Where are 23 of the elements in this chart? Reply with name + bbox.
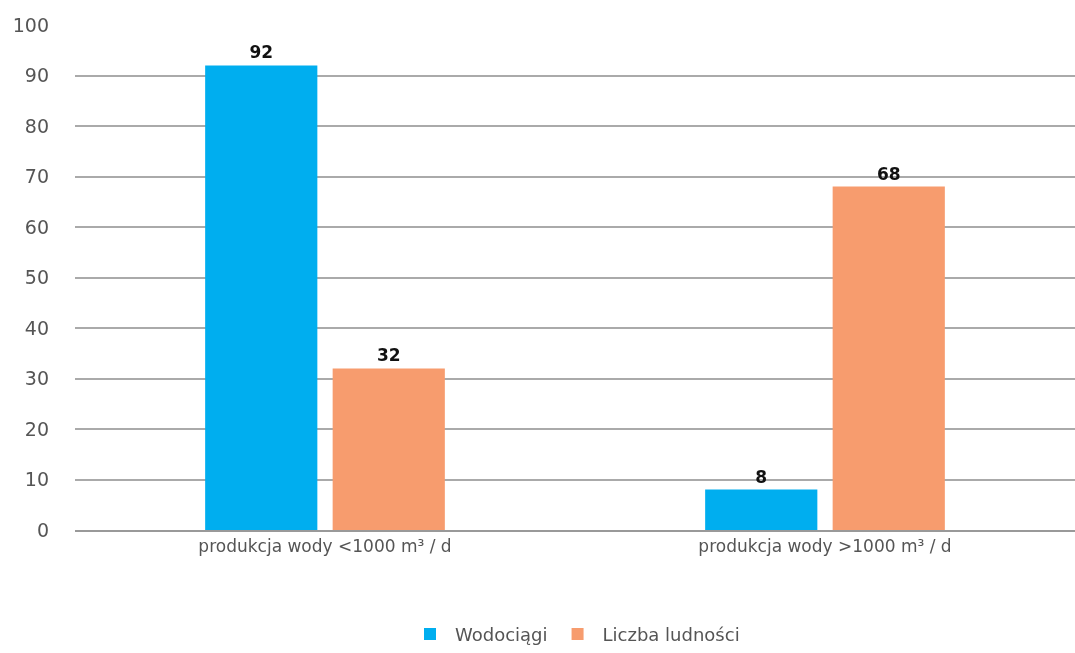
legend-label: Liczba ludności [602,624,740,646]
bar [705,489,818,530]
y-tick-label: 0 [36,518,49,541]
y-tick-label: 90 [24,64,49,87]
y-tick-label: 20 [24,417,49,440]
x-tick-label: produkcja wody >1000 m³ / d [698,536,952,557]
y-tick-label: 40 [24,316,49,339]
y-tick-label: 80 [24,114,49,137]
y-tick-label: 100 [12,13,49,36]
y-tick-label: 70 [24,165,49,188]
x-tick-label: produkcja wody <1000 m³ / d [198,536,452,557]
data-label: 68 [876,163,901,184]
data-label: 32 [376,345,401,366]
data-label: 8 [755,466,768,487]
y-tick-label: 10 [24,468,49,491]
bar [332,368,445,530]
bar [832,186,945,530]
data-label: 92 [249,42,274,63]
y-tick-label: 50 [24,266,49,289]
y-tick-label: 60 [24,215,49,238]
legend-label: Wodociągi [455,624,548,646]
y-tick-label: 30 [24,367,49,390]
bar [205,65,318,530]
